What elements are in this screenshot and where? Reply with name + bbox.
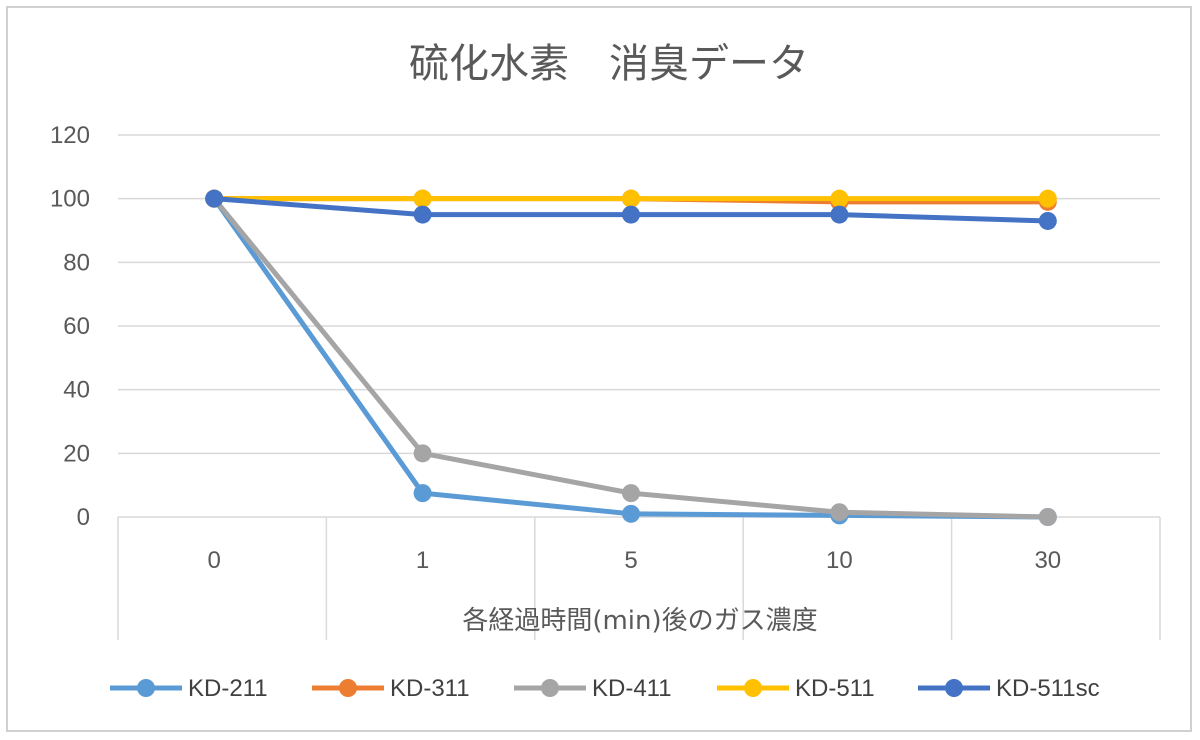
data-point [830, 503, 849, 522]
legend-swatch-marker [744, 679, 762, 697]
x-tick-label: 0 [208, 547, 221, 574]
chart-title: 硫化水素 消臭データ [409, 41, 809, 87]
legend: KD-211 KD-311 KD-411 KD-511 KD-511sc [110, 675, 1100, 702]
x-axis-label: 各経過時間(min)後のガス濃度 [462, 606, 817, 636]
legend-label: KD-311 [390, 675, 470, 702]
series-KD-511 [205, 189, 1057, 208]
data-point [1038, 189, 1057, 208]
series-KD-411 [205, 189, 1057, 526]
x-tick-label: 30 [1034, 547, 1061, 574]
data-point [830, 189, 849, 208]
series-KD-511sc [205, 189, 1057, 230]
series-KD-211 [205, 189, 1057, 526]
y-tick-label: 0 [77, 504, 90, 531]
legend-label: KD-411 [592, 675, 672, 702]
data-point [622, 189, 640, 208]
x-tick-label: 5 [624, 547, 637, 574]
data-point [413, 205, 432, 224]
legend-swatch-marker [541, 679, 559, 697]
y-axis-ticks: 0 20 40 60 80 100 120 [50, 122, 90, 531]
legend-label: KD-211 [188, 675, 268, 702]
legend-swatch-marker [339, 679, 357, 697]
data-point [622, 205, 640, 224]
legend-item: KD-511sc [918, 675, 1100, 702]
y-tick-label: 80 [63, 249, 90, 276]
data-point [830, 205, 849, 224]
x-tick-label: 10 [826, 547, 853, 574]
data-point [622, 504, 640, 523]
data-point [622, 484, 640, 503]
legend-swatch-marker [945, 679, 963, 697]
data-point [413, 189, 432, 208]
series-line [212, 197, 1048, 520]
x-tick-label: 1 [416, 547, 429, 574]
data-point [413, 444, 432, 463]
data-point [1038, 508, 1057, 526]
y-tick-label: 20 [63, 440, 90, 467]
series-line [212, 197, 1048, 520]
legend-item: KD-511 [717, 675, 875, 702]
chart-frame [6, 6, 1192, 732]
x-axis-ticks: 0 1 5 10 30 [208, 547, 1062, 574]
legend-swatch-marker [137, 679, 155, 697]
y-tick-label: 40 [63, 377, 90, 404]
data-point [413, 484, 432, 503]
legend-item: KD-211 [110, 675, 268, 702]
y-tick-label: 120 [50, 122, 90, 149]
series-group [205, 189, 1057, 526]
legend-label: KD-511 [795, 675, 875, 702]
data-point [205, 189, 224, 208]
legend-item: KD-311 [312, 675, 470, 702]
y-tick-label: 60 [63, 313, 90, 340]
y-tick-label: 100 [50, 186, 90, 213]
legend-item: KD-411 [514, 675, 672, 702]
legend-label: KD-511sc [996, 675, 1100, 702]
data-point [1038, 211, 1057, 230]
